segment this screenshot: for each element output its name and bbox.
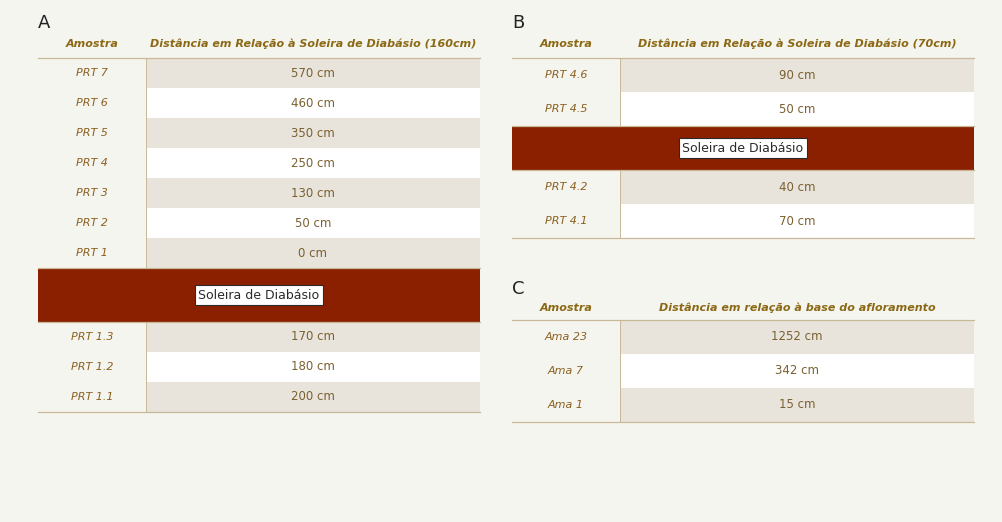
Text: PRT 1.1: PRT 1.1: [71, 392, 113, 402]
Bar: [619, 388, 973, 422]
Text: PRT 4.2: PRT 4.2: [544, 182, 586, 192]
Text: Ama 7: Ama 7: [547, 366, 583, 376]
Text: 170 cm: 170 cm: [291, 330, 335, 343]
Text: 460 cm: 460 cm: [291, 97, 335, 110]
Text: PRT 1: PRT 1: [76, 248, 108, 258]
Bar: [146, 208, 480, 238]
Bar: [146, 118, 480, 148]
Bar: [146, 238, 480, 268]
Text: 200 cm: 200 cm: [291, 390, 335, 404]
Text: PRT 4.6: PRT 4.6: [544, 70, 586, 80]
Text: PRT 6: PRT 6: [76, 98, 108, 108]
Text: PRT 4.5: PRT 4.5: [544, 104, 586, 114]
Text: PRT 4: PRT 4: [76, 158, 108, 168]
Bar: [619, 92, 973, 126]
Bar: [146, 148, 480, 178]
Bar: [619, 320, 973, 354]
Bar: [619, 170, 973, 204]
Text: Distância em Relação à Soleira de Diabásio (160cm): Distância em Relação à Soleira de Diabás…: [149, 39, 476, 49]
Text: 250 cm: 250 cm: [291, 157, 335, 170]
Text: Amostra: Amostra: [539, 303, 592, 313]
Text: PRT 4.1: PRT 4.1: [544, 216, 586, 226]
Text: 342 cm: 342 cm: [775, 364, 819, 377]
Text: 40 cm: 40 cm: [778, 181, 815, 194]
Bar: [146, 352, 480, 382]
Text: 570 cm: 570 cm: [291, 66, 335, 79]
Text: Amostra: Amostra: [65, 39, 118, 49]
Text: Soleira de Diabásio: Soleira de Diabásio: [198, 289, 320, 302]
Bar: [146, 322, 480, 352]
Bar: [146, 382, 480, 412]
Text: PRT 1.3: PRT 1.3: [71, 332, 113, 342]
Text: B: B: [511, 14, 524, 32]
Text: PRT 2: PRT 2: [76, 218, 108, 228]
Text: Ama 23: Ama 23: [544, 332, 587, 342]
Text: 130 cm: 130 cm: [291, 186, 335, 199]
Text: PRT 3: PRT 3: [76, 188, 108, 198]
Bar: [619, 58, 973, 92]
Text: 1252 cm: 1252 cm: [771, 330, 822, 343]
Bar: [619, 204, 973, 238]
Text: Soleira de Diabásio: Soleira de Diabásio: [681, 141, 803, 155]
Text: 180 cm: 180 cm: [291, 361, 335, 374]
Text: 350 cm: 350 cm: [291, 126, 335, 139]
Bar: [38, 268, 480, 322]
Text: Ama 1: Ama 1: [547, 400, 583, 410]
Bar: [511, 126, 973, 170]
Text: 90 cm: 90 cm: [778, 68, 815, 81]
Text: PRT 1.2: PRT 1.2: [71, 362, 113, 372]
Bar: [146, 178, 480, 208]
Text: 50 cm: 50 cm: [778, 102, 815, 115]
Text: Amostra: Amostra: [539, 39, 592, 49]
Text: C: C: [511, 280, 524, 298]
Text: 50 cm: 50 cm: [295, 217, 331, 230]
Text: Distância em Relação à Soleira de Diabásio (70cm): Distância em Relação à Soleira de Diabás…: [637, 39, 955, 49]
Text: Distância em relação à base do afloramento: Distância em relação à base do afloramen…: [658, 303, 935, 313]
Text: A: A: [38, 14, 50, 32]
Text: 0 cm: 0 cm: [299, 246, 328, 259]
Text: PRT 7: PRT 7: [76, 68, 108, 78]
Text: 70 cm: 70 cm: [778, 215, 815, 228]
Bar: [146, 58, 480, 88]
Text: PRT 5: PRT 5: [76, 128, 108, 138]
Text: 15 cm: 15 cm: [778, 398, 815, 411]
Bar: [619, 354, 973, 388]
Bar: [146, 88, 480, 118]
